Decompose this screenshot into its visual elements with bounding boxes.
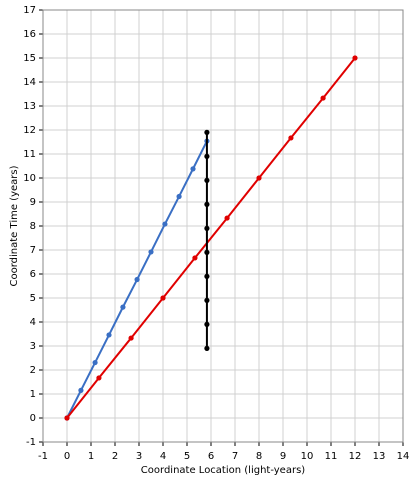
x-tick-label: 11	[325, 451, 338, 462]
y-tick-label: 3	[30, 341, 36, 352]
x-tick-label: 12	[349, 451, 362, 462]
data-point	[204, 201, 210, 207]
data-point	[256, 175, 262, 181]
data-point	[148, 249, 154, 255]
data-point	[160, 295, 166, 301]
data-point	[288, 135, 294, 141]
data-point	[204, 297, 210, 303]
data-point	[134, 276, 140, 283]
y-tick-label: 6	[30, 269, 36, 280]
y-tick-label: 8	[30, 221, 36, 232]
data-point	[352, 55, 358, 61]
data-point	[96, 375, 102, 381]
y-tick-label: 1	[30, 389, 36, 400]
data-point	[128, 335, 134, 341]
data-point	[120, 304, 126, 310]
x-tick-label: 1	[88, 451, 94, 462]
data-point	[106, 332, 112, 338]
series-line	[66, 57, 356, 419]
y-tick-label: 5	[30, 293, 36, 304]
data-point	[204, 153, 210, 159]
x-tick-label: 0	[64, 451, 70, 462]
data-point	[204, 321, 210, 327]
data-point	[204, 249, 210, 255]
data-point	[162, 221, 168, 227]
x-tick-label: 9	[280, 451, 286, 462]
data-point	[224, 215, 230, 221]
y-tick-label: 9	[30, 197, 36, 208]
data-point	[190, 166, 196, 172]
data-point	[92, 359, 98, 366]
y-tick-label: 4	[30, 317, 36, 328]
y-tick-label: 12	[23, 125, 36, 136]
y-tick-label: 16	[23, 29, 36, 40]
data-point	[204, 273, 210, 279]
x-tick-label: 3	[136, 451, 142, 462]
data-point	[192, 255, 198, 261]
data-point	[204, 345, 210, 351]
x-axis-label: Coordinate Location (light-years)	[141, 465, 305, 476]
x-tick-label: 8	[256, 451, 262, 462]
y-tick-label: 14	[23, 77, 36, 88]
data-point	[78, 387, 84, 393]
x-tick-label: 14	[397, 451, 410, 462]
plot-frame	[42, 9, 404, 443]
data-point	[204, 225, 210, 231]
x-tick-label: -1	[38, 451, 48, 462]
x-tick-label: 6	[208, 451, 214, 462]
y-axis-label: Coordinate Time (years)	[9, 165, 20, 286]
data-point	[64, 415, 70, 421]
y-tick-label: 13	[23, 101, 36, 112]
x-tick-label: 2	[112, 451, 118, 462]
data-point	[176, 193, 182, 200]
y-tick-label: 17	[23, 5, 36, 16]
x-tick-label: 13	[373, 451, 386, 462]
y-tick-label: 0	[30, 413, 36, 424]
x-tick-label: 4	[160, 451, 166, 462]
x-tick-label: 7	[232, 451, 238, 462]
y-tick-label: -1	[26, 437, 36, 448]
data-point	[320, 95, 326, 101]
y-tick-label: 15	[23, 53, 36, 64]
y-tick-label: 11	[23, 149, 36, 160]
data-point	[204, 177, 210, 183]
y-tick-label: 2	[30, 365, 36, 376]
y-tick-label: 10	[23, 173, 36, 184]
x-tick-label: 10	[301, 451, 314, 462]
data-point	[204, 129, 210, 135]
y-tick-label: 7	[30, 245, 36, 256]
x-tick-label: 5	[184, 451, 190, 462]
